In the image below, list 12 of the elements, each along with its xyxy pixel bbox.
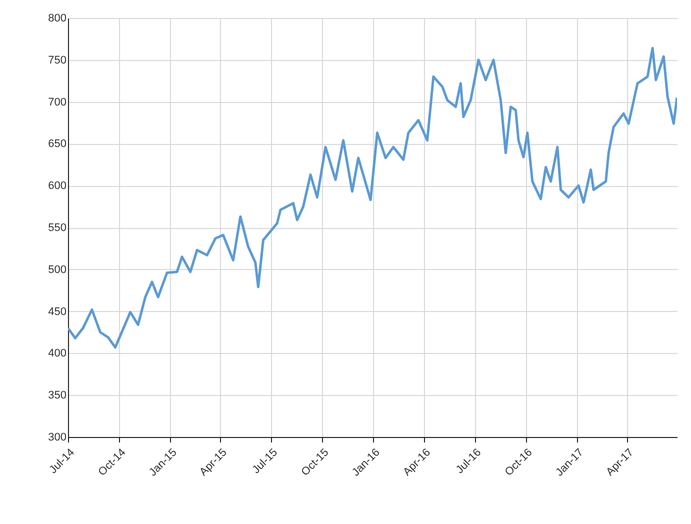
y-tick-label: 650 xyxy=(48,138,66,150)
y-tick-label: 750 xyxy=(48,54,66,66)
y-tick-label: 550 xyxy=(48,222,66,234)
line-series xyxy=(68,46,677,349)
y-tick-label: 800 xyxy=(48,12,66,24)
y-tick-label: 500 xyxy=(48,264,66,276)
y-tick-label: 700 xyxy=(48,96,66,108)
y-tick-label: 400 xyxy=(48,348,66,360)
y-tick-label: 450 xyxy=(48,306,66,318)
y-tick-label: 350 xyxy=(48,390,66,402)
y-tick-label: 600 xyxy=(48,180,66,192)
y-tick-label: 300 xyxy=(48,432,66,444)
